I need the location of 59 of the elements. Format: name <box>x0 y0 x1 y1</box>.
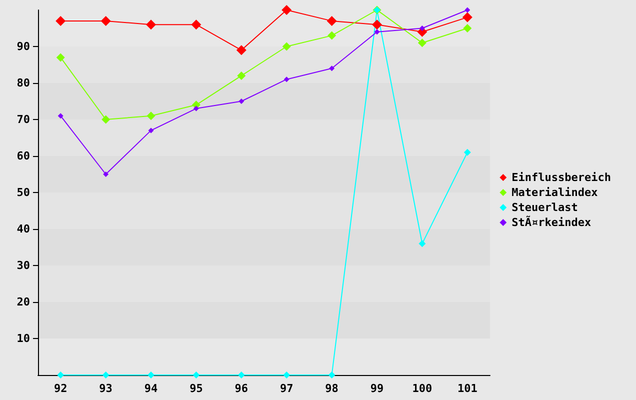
x-tick-label: 99 <box>370 382 384 395</box>
point <box>148 372 154 378</box>
y-tick-label: 80 <box>16 76 30 90</box>
point <box>282 42 291 51</box>
x-tick-label: 96 <box>234 382 248 395</box>
point <box>464 148 471 156</box>
point <box>146 112 156 120</box>
point <box>238 98 244 104</box>
y-tick-label: 60 <box>16 150 30 162</box>
y-tick-label: 30 <box>16 259 30 272</box>
y-tick-label: 20 <box>16 296 30 308</box>
point <box>282 5 292 15</box>
point <box>329 66 335 72</box>
point <box>193 106 199 112</box>
point <box>146 20 156 30</box>
point <box>56 16 66 26</box>
point <box>374 29 380 35</box>
point <box>100 16 111 26</box>
point <box>237 71 246 80</box>
point <box>56 53 65 62</box>
point <box>192 372 200 378</box>
point <box>103 172 109 177</box>
point <box>328 31 336 40</box>
point <box>462 12 472 22</box>
point <box>102 115 110 124</box>
y-tick-label: 40 <box>16 222 30 236</box>
point <box>326 16 337 26</box>
point <box>284 76 290 82</box>
point <box>418 38 426 48</box>
point <box>463 24 472 32</box>
point <box>236 45 246 56</box>
legend-label: StÃ¤rkeindex <box>512 215 592 229</box>
point <box>419 26 425 31</box>
x-tick-label: 92 <box>54 382 68 395</box>
x-tick-label: 98 <box>325 382 338 395</box>
x-tick-label: 100 <box>412 382 432 395</box>
point <box>418 240 426 248</box>
point <box>148 128 154 134</box>
point <box>328 372 336 378</box>
y-tick-label: 70 <box>16 113 30 126</box>
y-tick-label: 10 <box>16 332 30 345</box>
y-tick-label: 90 <box>16 40 30 53</box>
legend-label: Materialindex <box>512 186 598 199</box>
legend-label: Steuerlast <box>512 201 578 214</box>
y-tick-label: 50 <box>16 186 30 199</box>
point <box>58 113 64 119</box>
point <box>238 372 245 378</box>
point <box>102 372 110 378</box>
point <box>57 372 64 378</box>
x-tick-label: 101 <box>457 382 478 395</box>
point <box>372 20 382 30</box>
point <box>191 20 202 30</box>
point <box>464 7 470 13</box>
x-tick-label: 97 <box>280 382 294 395</box>
legend-label: Einflussbereich <box>512 171 612 184</box>
x-tick-label: 93 <box>99 382 112 395</box>
point <box>283 372 290 378</box>
x-tick-label: 94 <box>144 382 158 395</box>
x-tick-label: 95 <box>190 382 203 395</box>
